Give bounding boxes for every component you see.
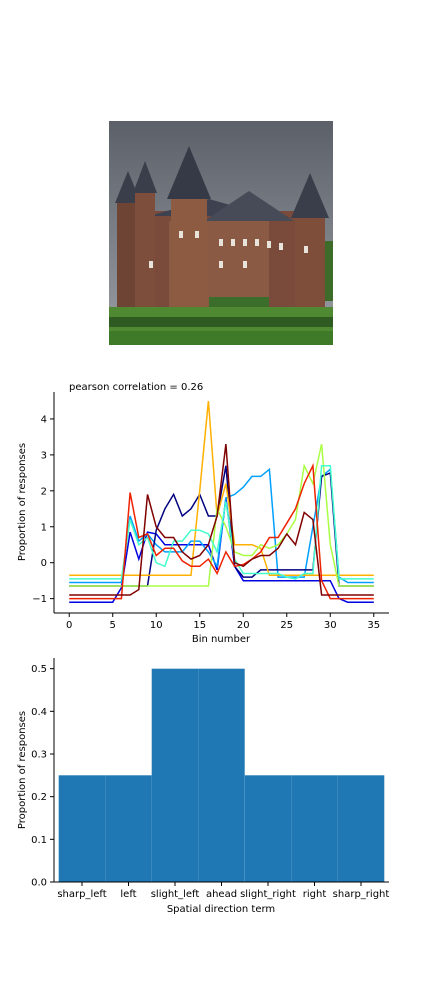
x-tick-label: 0 [66,620,72,631]
x-tick-label: right [303,889,327,900]
bar-chart-y-ticks: 0.0 0.1 0.2 0.3 0.4 0.5 [31,664,54,889]
x-tick-label: 35 [367,620,380,631]
bar-sharp-left [58,775,106,882]
x-tick-label: slight_left [151,889,200,900]
x-tick-label: left [120,889,136,900]
x-tick-label: 5 [110,620,116,631]
y-tick-label: 0.5 [31,664,47,675]
bar-left [105,775,152,882]
bar-slight-left [151,668,199,882]
line-chart-title: pearson correlation = 0.26 [69,382,203,393]
line-series-5 [69,443,374,587]
y-tick-label: 0 [41,558,47,569]
bar-chart-xlabel: Spatial direction term [167,904,275,915]
y-tick-label: 2 [41,486,47,497]
y-tick-label: 0.3 [31,750,47,761]
y-tick-label: 4 [41,414,47,425]
line-chart-xlabel: Bin number [192,634,251,645]
y-tick-label: 0.0 [31,878,47,889]
y-tick-label: 0.4 [31,707,47,718]
line-series-6 [69,464,374,580]
y-tick-label: 3 [41,450,47,461]
line-series-4 [69,400,374,577]
x-tick-label: ahead [206,889,237,900]
castle-photo [109,121,333,345]
y-tick-label: −1 [32,594,47,605]
line-chart-y-ticks: −1 0 1 2 3 4 [32,414,54,605]
bar-chart-x-ticks: sharp_left left slight_left ahead slight_rig… [57,882,389,900]
y-tick-label: 0.2 [31,792,47,803]
x-tick-label: slight_right [240,889,296,900]
x-tick-label: 20 [237,620,250,631]
line-chart-plot-area [69,400,374,603]
bar-chart-ylabel: Proportion of responses [17,711,28,829]
line-chart-ylabel: Proportion of responses [17,443,28,561]
line-chart: pearson correlation = 0.26 0 5 10 15 20 25 30 3… [17,382,389,645]
bar-ahead [198,668,245,882]
x-tick-label: 10 [150,620,163,631]
bar-sharp-right [337,775,385,882]
bar-chart-bars [58,668,385,882]
castle-image [109,121,333,345]
line-series-8 [69,444,374,596]
bar-right [291,775,338,882]
bar-slight-right [244,775,292,882]
y-tick-label: 1 [41,522,47,533]
line-chart-axes [53,392,389,614]
y-tick-label: 0.1 [31,835,47,846]
x-tick-label: sharp_left [57,889,106,900]
line-series-7 [69,462,374,600]
line-chart-x-ticks: 0 5 10 15 20 25 30 35 [66,613,380,631]
x-tick-label: 30 [324,620,337,631]
bar-chart: sharp_left left slight_left ahead slight_rig… [17,658,389,915]
x-tick-label: 15 [193,620,206,631]
x-tick-label: 25 [280,620,293,631]
x-tick-label: sharp_right [333,889,390,900]
